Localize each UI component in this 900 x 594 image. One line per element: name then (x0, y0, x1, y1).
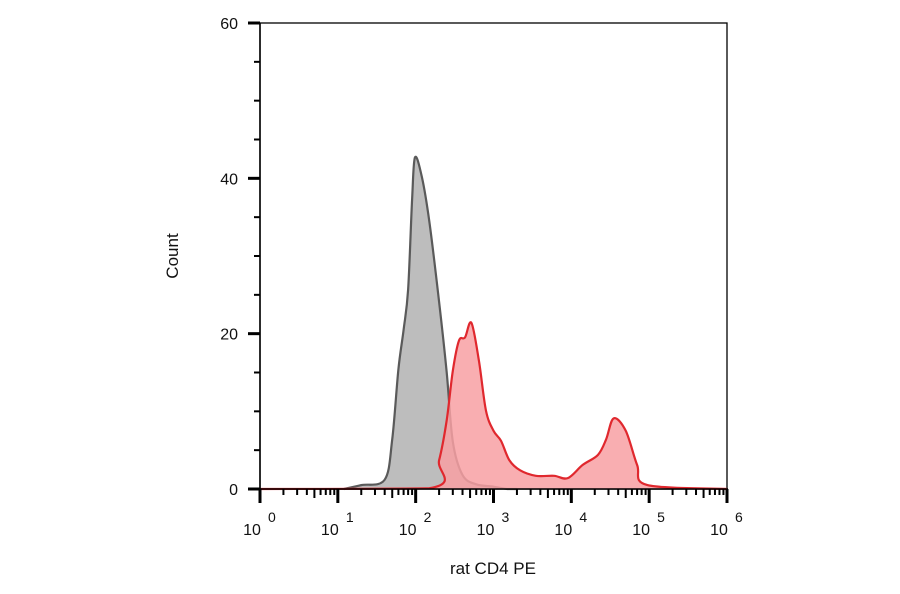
y-tick-label: 20 (220, 327, 238, 344)
x-tick-exponent: 2 (424, 509, 432, 525)
x-tick-exponent: 1 (346, 509, 354, 525)
series-fill-0 (343, 156, 517, 489)
y-tick-label: 60 (220, 16, 238, 33)
x-tick-exponent: 5 (657, 509, 665, 525)
x-tick-label: 10 (632, 522, 650, 539)
y-tick-label: 40 (220, 171, 238, 188)
x-tick-label: 10 (710, 522, 728, 539)
y-tick-label: 0 (229, 482, 238, 499)
y-axis-title: Count (163, 233, 182, 279)
x-tick-label: 10 (554, 522, 572, 539)
y-axis: 0 20 40 60 (220, 16, 261, 499)
x-tick-label: 10 (243, 522, 261, 539)
x-tick-label: 10 (321, 522, 339, 539)
x-tick-label: 10 (477, 522, 495, 539)
x-tick-exponent: 3 (502, 509, 510, 525)
series-layer (259, 155, 728, 491)
x-axis-title: rat CD4 PE (450, 559, 536, 578)
series-line-1 (259, 321, 728, 491)
plot-area (259, 22, 728, 491)
x-tick-exponent: 6 (735, 509, 743, 525)
x-tick-label: 10 (399, 522, 417, 539)
x-axis: 10 0 10 1 10 2 10 3 10 4 10 5 10 6 (243, 488, 743, 539)
plot-frame (259, 22, 728, 490)
x-tick-exponent: 0 (268, 509, 276, 525)
series-fill-1 (260, 322, 727, 489)
x-tick-exponent: 4 (579, 509, 587, 525)
